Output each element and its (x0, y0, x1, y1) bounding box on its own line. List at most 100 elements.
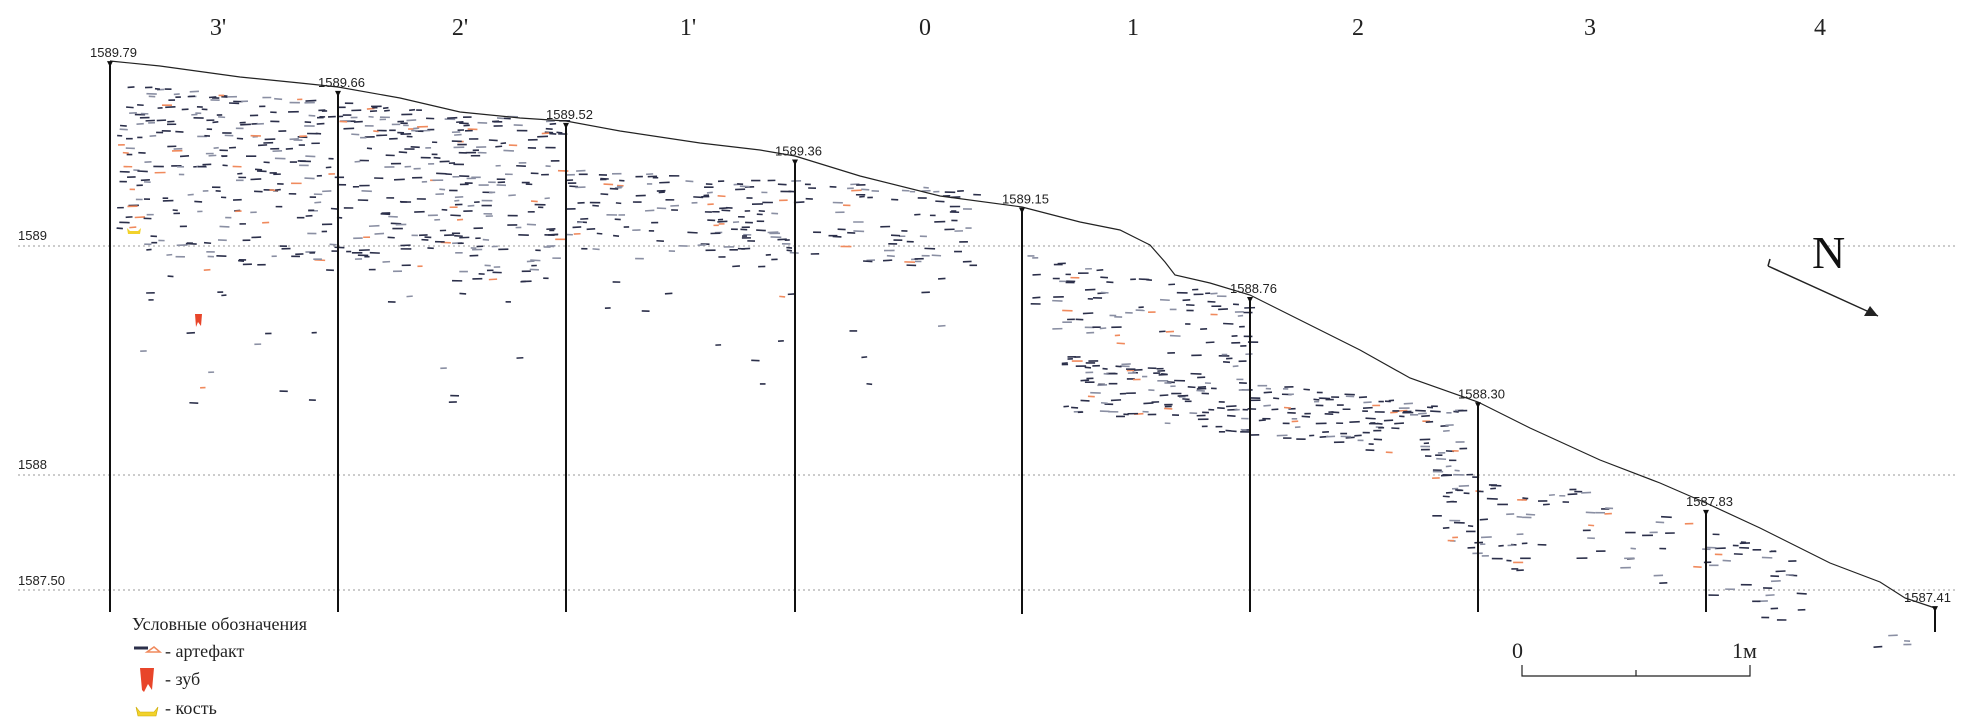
artifact-point (1115, 365, 1122, 368)
artifact-point (592, 204, 599, 207)
artifact-point (863, 260, 873, 263)
artifact-point (779, 295, 786, 298)
artifact-point (1032, 296, 1041, 299)
artifact-point (116, 227, 123, 230)
artifact-point (304, 177, 315, 180)
artifact-point (361, 189, 372, 193)
artifact-point (218, 115, 226, 119)
column-label: 2' (452, 15, 468, 41)
artifact-point (1232, 365, 1239, 368)
artifact-point (238, 259, 245, 262)
artifact-point (382, 106, 389, 110)
level-label: 1589 (18, 228, 47, 243)
artifact-points (116, 86, 1912, 648)
stake-elevation-label: 1588.76 (1230, 281, 1277, 296)
artifact-point (1722, 559, 1731, 562)
artifact-point (433, 156, 441, 160)
artifact-point (786, 249, 793, 252)
artifact-point (254, 168, 263, 171)
column-label: 1' (680, 15, 696, 41)
artifact-point (1498, 544, 1504, 547)
stake-elevation-label: 1589.15 (1002, 192, 1049, 207)
artifact-point (1765, 594, 1775, 597)
artifact-point (937, 324, 946, 327)
artifact-point (615, 202, 622, 205)
artifact-point (777, 238, 787, 241)
artifact-point (685, 180, 694, 183)
artifact-point (541, 132, 550, 135)
stake-elevation-label: 1589.79 (90, 45, 137, 60)
north-label: N (1812, 227, 1845, 278)
artifact-point (556, 131, 563, 134)
stake-elevation-label: 1589.66 (318, 75, 365, 90)
elevation-levels: 1589 1588 1587.50 (18, 228, 1955, 591)
surface-profile-line (109, 60, 1936, 609)
artifact-point (832, 235, 842, 238)
artifact-point (305, 99, 317, 102)
artifact-point (1263, 391, 1273, 394)
artifact-point (1421, 414, 1430, 418)
artifact-point (456, 218, 464, 221)
artifact-point (613, 234, 620, 237)
artifact-point (931, 254, 942, 257)
artifact-point (1445, 465, 1452, 468)
artifact-point (119, 124, 127, 127)
level-label: 1587.50 (18, 573, 65, 588)
artifact-point (1301, 415, 1311, 418)
artifact-point (530, 259, 541, 262)
scale-end-label: 1м (1732, 638, 1757, 663)
artifact-point (508, 194, 516, 197)
artifact-point (717, 195, 726, 198)
artifact-point (890, 234, 901, 237)
artifact-point (1454, 469, 1460, 472)
artifact-point (409, 108, 416, 112)
artifact-point (850, 183, 860, 186)
artifact-point (861, 356, 868, 359)
column-label: 1 (1127, 15, 1139, 41)
artifact-point (450, 214, 461, 217)
artifact-point (398, 151, 408, 154)
artifact-point (1106, 281, 1114, 284)
artifact-point (721, 209, 731, 212)
artifact-point (586, 227, 596, 231)
artifact-point (366, 107, 375, 110)
artifact-point (1442, 526, 1450, 529)
artifact-point (353, 120, 363, 123)
legend-label: - артефакт (165, 641, 244, 661)
artifact-point (1873, 645, 1883, 648)
artifact-point (1486, 497, 1498, 500)
artifact-point (1661, 515, 1672, 519)
artifact-point (1096, 268, 1104, 272)
artifact-point (454, 234, 463, 238)
legend-item-artifact: - артефакт (134, 641, 244, 661)
artifact-point (122, 151, 129, 154)
stakes: 1589.79 1589.66 1589.52 1589.36 1589.15 1588.… (90, 45, 1951, 632)
artifact-point (886, 254, 895, 258)
artifact-point (316, 122, 325, 125)
artifact-point (212, 121, 219, 124)
artifact-point (1227, 414, 1236, 417)
legend-title: Условные обозначения (132, 614, 307, 634)
artifact-point (1103, 372, 1109, 375)
artifact-point (406, 119, 417, 122)
scale-start-label: 0 (1512, 638, 1523, 663)
artifact-point (137, 170, 148, 173)
artifact-point (1237, 314, 1244, 317)
artifact-point (250, 178, 262, 181)
column-label: 3' (210, 15, 226, 41)
artifact-point (393, 178, 405, 181)
artifact-point (203, 241, 212, 245)
artifact-point (126, 106, 134, 109)
artifact-point (1166, 381, 1175, 384)
column-label: 4 (1814, 15, 1826, 41)
artifact-point (166, 253, 173, 256)
artifact-point (179, 155, 190, 158)
artifact-point (1099, 327, 1107, 330)
column-label: 0 (919, 15, 931, 41)
artifact-point (343, 127, 355, 130)
artifact-point (1196, 389, 1205, 392)
artifact-point (1345, 436, 1355, 439)
artifact-point (1226, 405, 1237, 408)
artifact-point (330, 207, 338, 210)
